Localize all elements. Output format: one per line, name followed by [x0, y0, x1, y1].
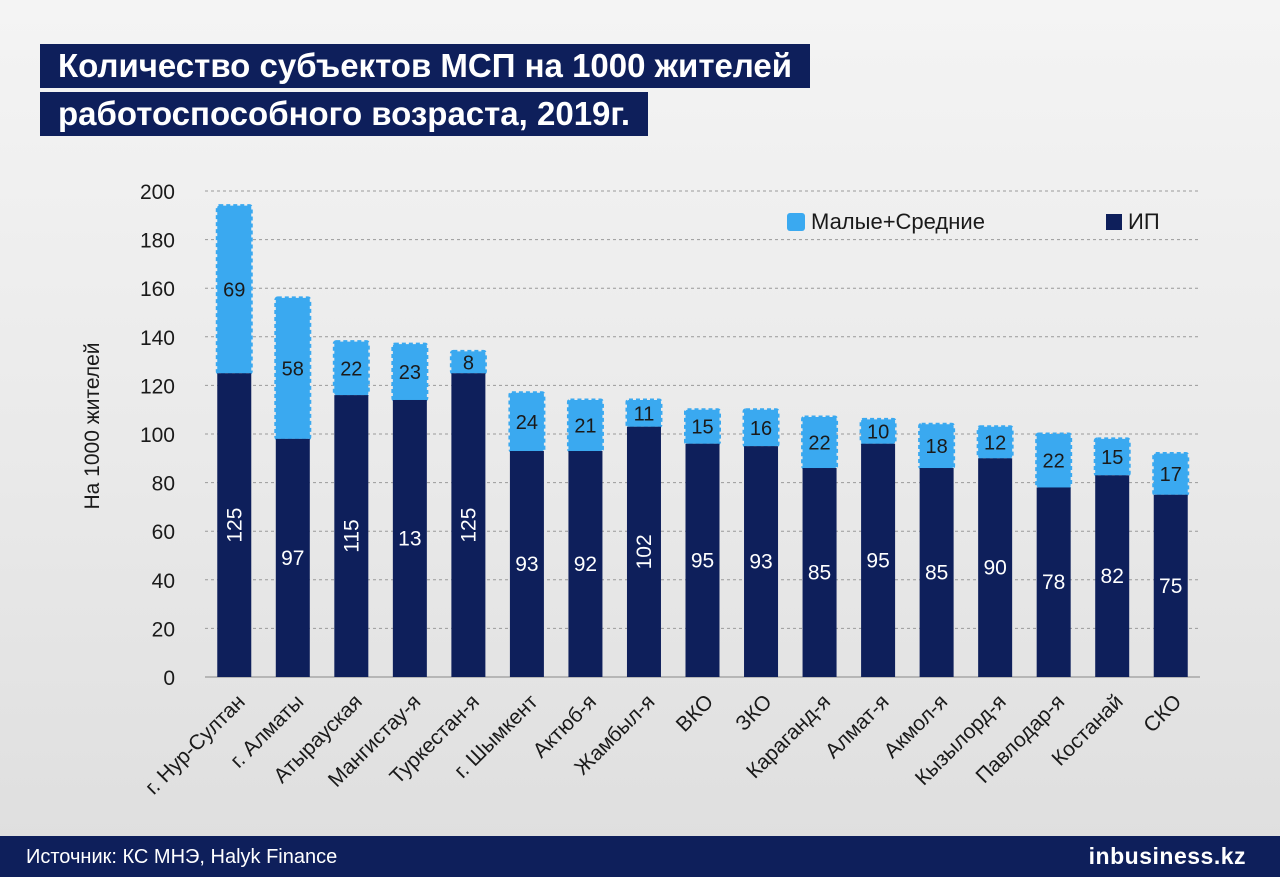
bar-small-medium — [566, 398, 604, 453]
y-tick-label: 160 — [140, 278, 175, 301]
data-label-small-medium: 69 — [223, 279, 245, 301]
y-tick-label: 60 — [152, 521, 175, 544]
source-note: Источник: КС МНЭ, Halyk Finance — [26, 846, 338, 868]
data-label-ip: 115 — [340, 519, 363, 552]
bar-ip — [861, 443, 896, 677]
footer-band: Источник: КС МНЭ, Halyk Finance inbusine… — [0, 836, 1280, 877]
bar-ip — [685, 443, 720, 677]
data-label-ip: 85 — [808, 562, 831, 585]
bar-ip — [392, 399, 427, 677]
x-tick-label: СКО — [1139, 690, 1186, 737]
data-label-ip: 90 — [983, 557, 1006, 580]
x-tick-label: г. Нур-Султан — [141, 690, 250, 799]
data-label-small-medium: 18 — [925, 436, 947, 458]
legend: Малые+Средние ИП — [787, 209, 1160, 234]
chart-title-line-1: Количество субъектов МСП на 1000 жителей — [40, 44, 811, 88]
bar-ip — [1153, 494, 1188, 677]
bar-ip — [509, 451, 544, 677]
data-label-ip: 13 — [398, 527, 421, 550]
bar-ip — [802, 468, 837, 677]
y-tick-label: 100 — [140, 424, 175, 447]
data-label-ip: 82 — [1101, 565, 1124, 588]
y-tick-label: 80 — [152, 473, 175, 496]
data-label-ip: 85 — [925, 562, 948, 585]
data-label-ip: 78 — [1042, 571, 1065, 594]
data-label-ip: 93 — [515, 553, 538, 576]
data-label-small-medium: 21 — [574, 415, 596, 437]
data-label-ip: 92 — [574, 553, 597, 576]
data-label-small-medium: 11 — [634, 403, 655, 425]
data-label-ip: 95 — [691, 549, 714, 572]
x-tick-label: ВКО — [672, 690, 718, 736]
y-tick-label: 20 — [152, 618, 175, 641]
y-axis-ticks: 0 20 40 60 80 100 120 140 160 180 200 — [140, 181, 175, 690]
data-label-small-medium: 17 — [1160, 464, 1182, 486]
data-label-ip: 75 — [1159, 575, 1182, 598]
bar-ip — [1095, 475, 1130, 677]
data-label-ip: 95 — [866, 549, 889, 572]
data-label-small-medium: 24 — [516, 412, 538, 434]
bar-ip — [217, 373, 252, 677]
legend-label-ip: ИП — [1128, 209, 1160, 234]
x-tick-label: Алмат-я — [821, 690, 894, 763]
bars: 69 125 58 97 22 115 23 13 8 125 24 93 21 92 11 102 15 95 1… — [215, 204, 1190, 677]
y-tick-label: 0 — [163, 667, 175, 690]
legend-swatch-small-medium — [787, 213, 805, 231]
legend-swatch-ip — [1106, 214, 1122, 230]
data-label-small-medium: 22 — [1043, 451, 1065, 473]
y-tick-label: 40 — [152, 570, 175, 593]
bar-small-medium — [274, 296, 312, 441]
data-label-ip: 102 — [633, 534, 656, 569]
data-label-small-medium: 10 — [867, 422, 889, 444]
bar-small-medium — [801, 415, 839, 470]
bar-small-medium — [742, 408, 780, 448]
bar-small-medium — [1093, 437, 1131, 477]
data-label-small-medium: 23 — [399, 362, 421, 384]
bar-ip — [1036, 487, 1071, 677]
bar-ip — [275, 438, 310, 677]
data-label-small-medium: 22 — [808, 433, 830, 455]
data-label-small-medium: 22 — [340, 358, 362, 380]
brand-logo[interactable]: inbusiness.kz — [1088, 843, 1246, 869]
bar-ip — [744, 446, 779, 677]
data-label-small-medium: 16 — [750, 418, 772, 440]
stacked-bar-chart: 0 20 40 60 80 100 120 140 160 180 200 На 1000 жите… — [81, 181, 1200, 799]
legend-label-small-medium: Малые+Средние — [811, 209, 985, 234]
y-tick-label: 140 — [140, 327, 175, 350]
bar-small-medium — [508, 391, 546, 453]
bar-small-medium — [918, 422, 956, 470]
data-label-small-medium: 8 — [463, 352, 474, 374]
bar-ip — [978, 458, 1013, 677]
data-label-ip: 125 — [223, 508, 246, 543]
bar-ip — [568, 451, 603, 677]
bar-ip — [626, 426, 661, 677]
data-label-small-medium: 15 — [691, 417, 713, 439]
y-tick-label: 180 — [140, 230, 175, 253]
bar-small-medium — [449, 349, 487, 375]
data-label-ip: 93 — [749, 551, 772, 574]
data-label-small-medium: 58 — [282, 358, 304, 380]
bar-ip — [334, 395, 369, 677]
bar-small-medium — [215, 204, 253, 375]
x-tick-label: ЗКО — [731, 690, 776, 735]
data-label-ip: 97 — [281, 547, 304, 570]
y-tick-label: 120 — [140, 375, 175, 398]
y-tick-label: 200 — [140, 181, 175, 204]
chart-title-line-2: работоспособного возраста, 2019г. — [40, 92, 649, 136]
data-label-small-medium: 12 — [984, 433, 1006, 455]
y-axis-label: На 1000 жителей — [81, 342, 104, 509]
bar-small-medium — [391, 342, 429, 402]
data-label-ip: 125 — [457, 508, 480, 543]
data-label-small-medium: 15 — [1101, 447, 1123, 469]
bar-ip — [451, 373, 486, 677]
bar-ip — [919, 468, 954, 677]
